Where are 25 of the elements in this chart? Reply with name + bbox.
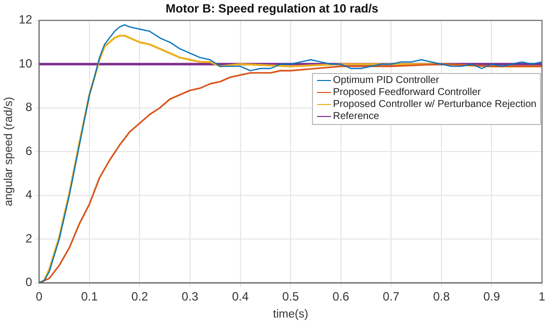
legend-label: Proposed Feedforward Controller — [332, 86, 482, 99]
x-tick-label: 0.4 — [232, 289, 249, 304]
y-tick-label: 6 — [25, 144, 32, 158]
chart-title: Motor B: Speed regulation at 10 rad/s — [166, 2, 379, 16]
x-tick-label: 0.7 — [382, 289, 400, 304]
x-tick-label: 0.2 — [131, 289, 148, 304]
x-tick-label: 1 — [538, 289, 546, 304]
x-tick-label: 0.5 — [282, 289, 300, 304]
y-tick-label: 0 — [25, 275, 32, 290]
y-tick-label: 10 — [18, 56, 32, 70]
x-tick-label: 0.8 — [433, 289, 450, 304]
x-tick-label: 0.9 — [483, 289, 500, 304]
y-tick-label: 2 — [25, 231, 32, 246]
legend-label: Reference — [332, 110, 380, 123]
y-tick-label: 4 — [25, 188, 32, 202]
y-axis-title: angular speed (rad/s) — [3, 96, 16, 206]
y-tick-label: 12 — [18, 12, 32, 27]
x-axis-title: time(s) — [273, 308, 308, 320]
x-tick-label: 0.6 — [332, 289, 350, 304]
x-tick-label: 0 — [36, 289, 43, 304]
x-tick-label: 0.1 — [81, 289, 98, 304]
legend-label: Optimum PID Controller — [332, 74, 440, 87]
legend-label: Proposed Controller w/ Perturbance Rejection — [332, 98, 536, 111]
x-tick-label: 0.3 — [182, 289, 199, 304]
y-tick-label: 8 — [25, 100, 32, 114]
